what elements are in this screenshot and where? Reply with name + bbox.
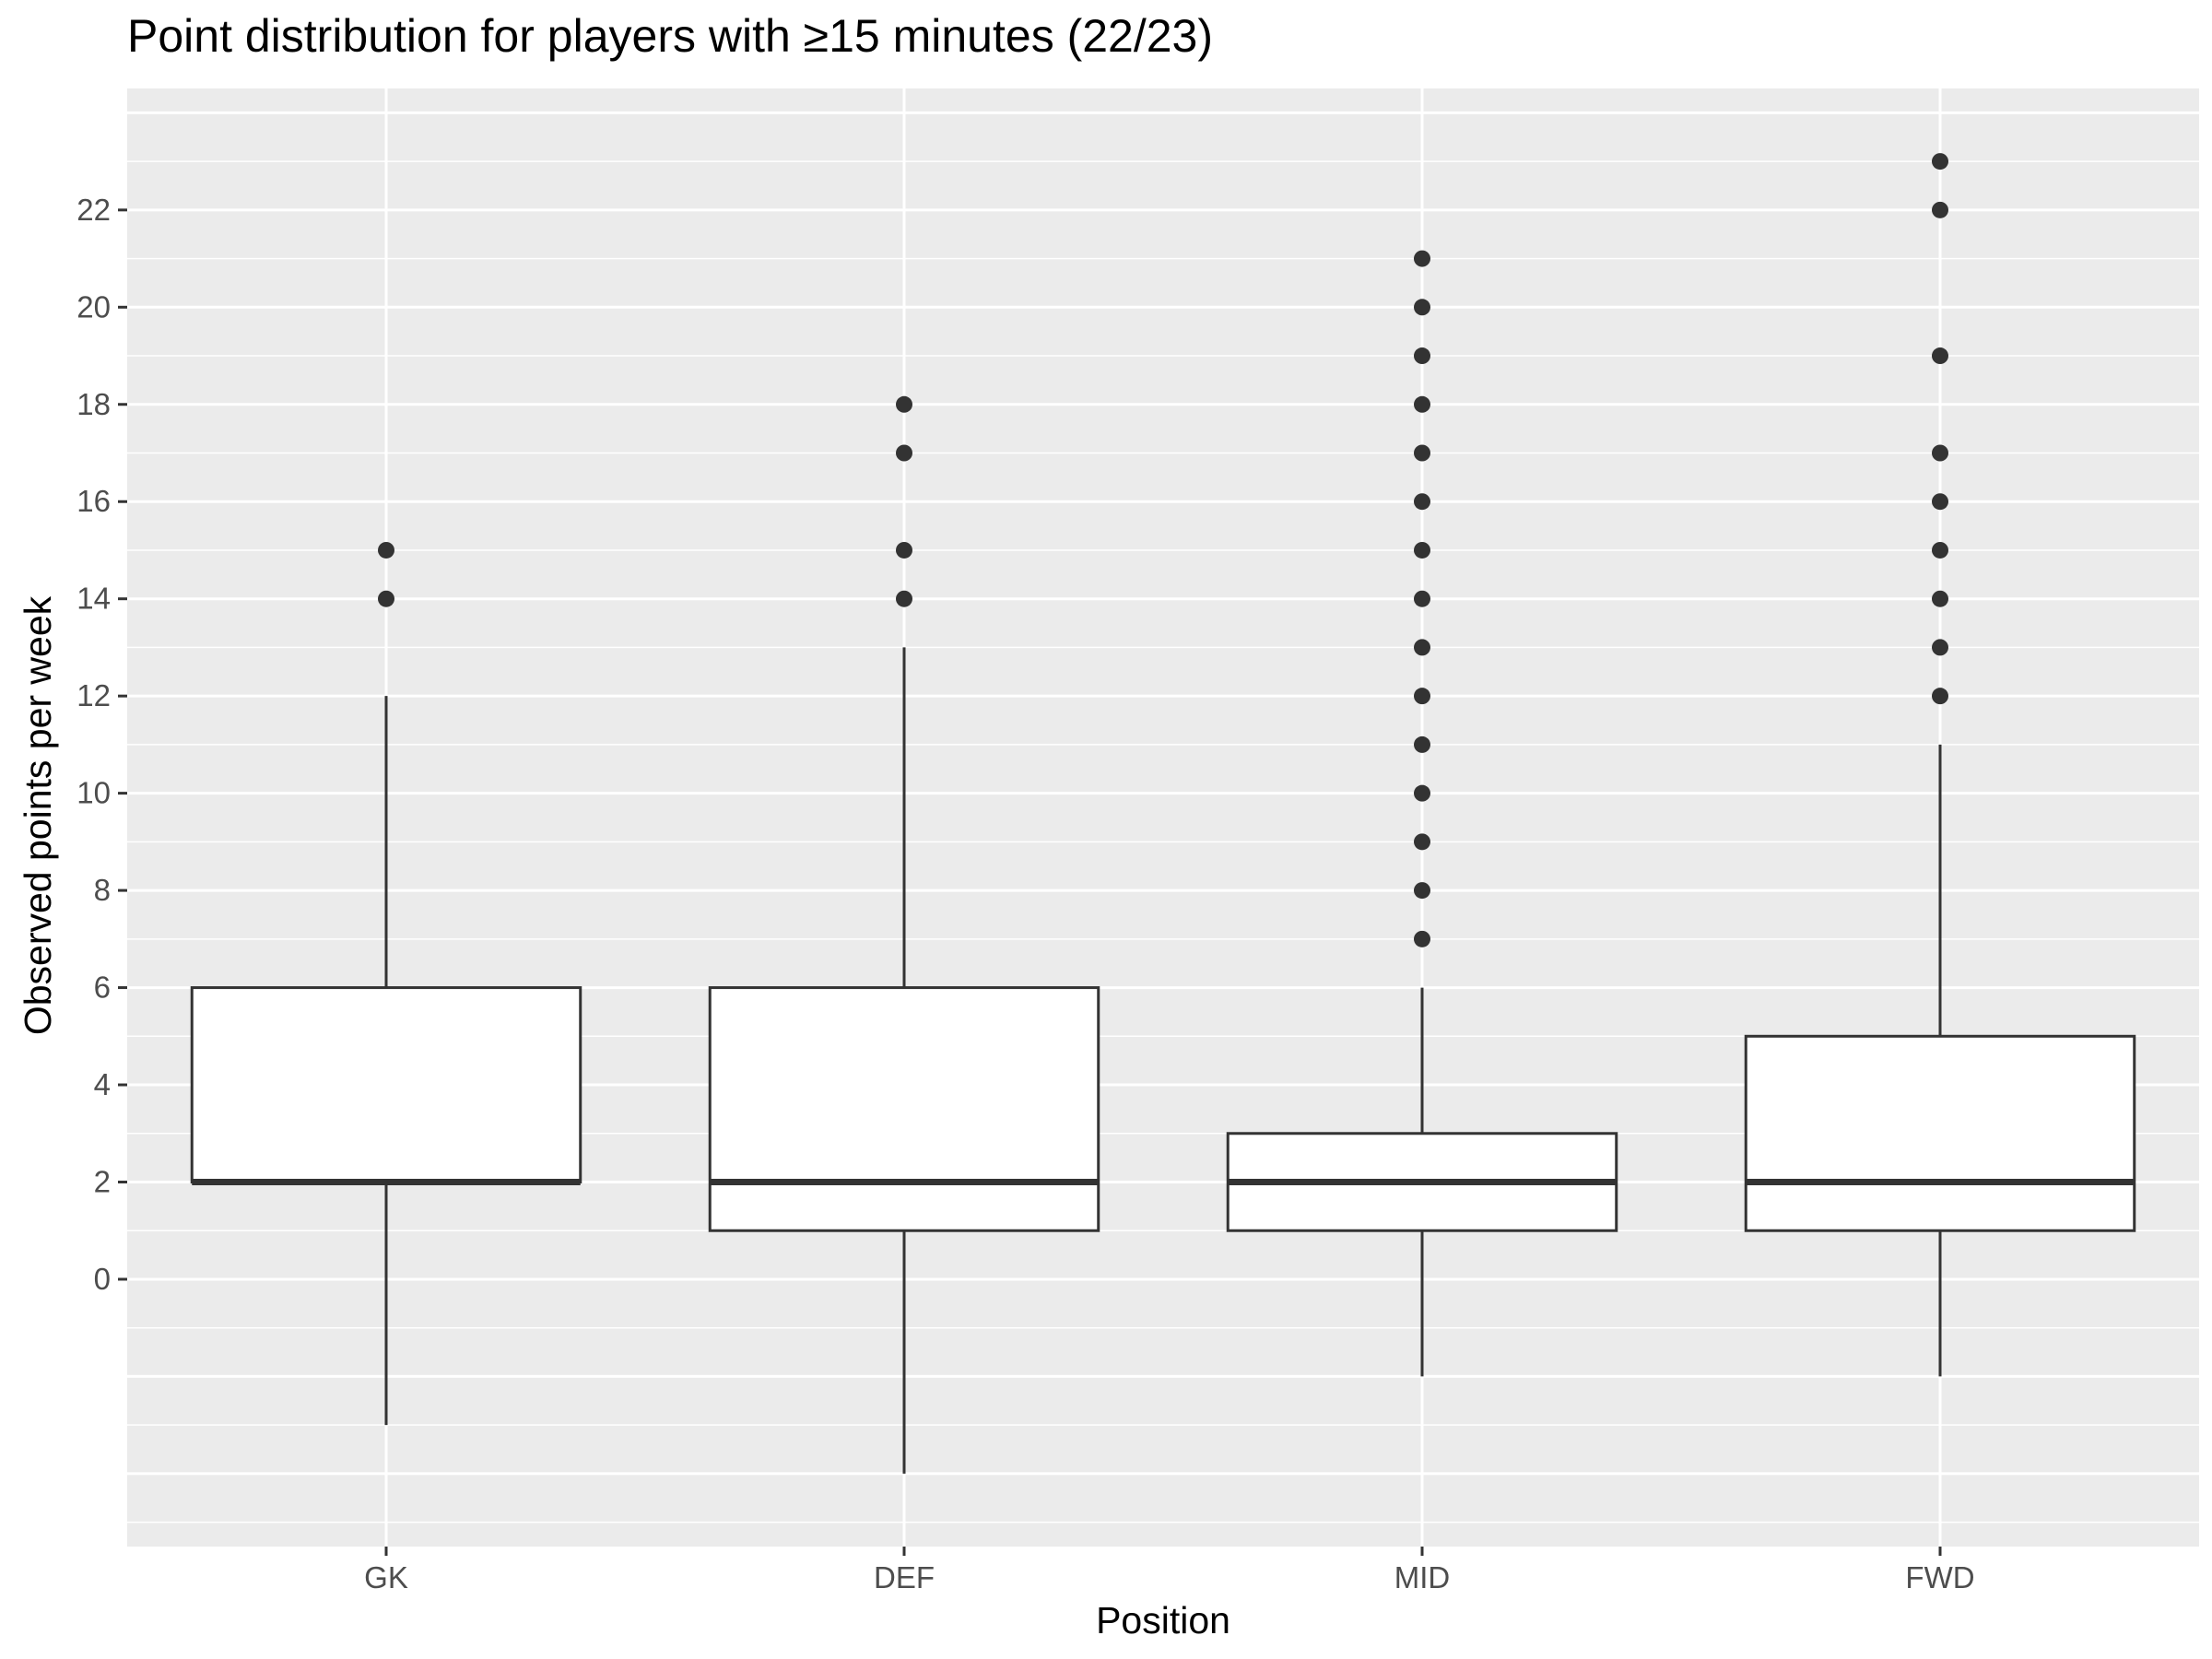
outlier-point (1932, 590, 1948, 607)
outlier-point (1932, 493, 1948, 511)
box-fwd (1744, 153, 2136, 1377)
box-def (708, 395, 1100, 1474)
outlier-point (1414, 639, 1430, 656)
outlier-point (1414, 784, 1430, 802)
outlier-point (1414, 493, 1430, 511)
outlier-point (1414, 395, 1430, 413)
outlier-point (1414, 541, 1430, 559)
outlier-point (896, 395, 912, 413)
plot-panel (127, 88, 2199, 1547)
outlier-point (1414, 688, 1430, 705)
x-tick-label: DEF (874, 1560, 935, 1594)
x-tick-label: GK (364, 1560, 408, 1594)
outlier-point (1932, 347, 1948, 365)
outlier-point (1414, 735, 1430, 753)
panel-background (127, 88, 2199, 1547)
y-tick-label: 16 (76, 484, 111, 518)
box-body (190, 986, 582, 1183)
outlier-point (1932, 201, 1948, 218)
y-tick-label: 14 (76, 582, 111, 616)
outlier-point (378, 541, 394, 559)
box-mid (1226, 250, 1618, 1377)
y-tick-label: 4 (94, 1067, 111, 1101)
outlier-point (896, 541, 912, 559)
outlier-point (1414, 250, 1430, 267)
y-tick-label: 2 (94, 1165, 111, 1199)
x-tick-label: MID (1394, 1560, 1451, 1594)
y-tick-label: 12 (76, 678, 111, 712)
outlier-point (1932, 444, 1948, 462)
outlier-point (1414, 299, 1430, 316)
chart-title: Point distribution for players with ≥15 … (127, 10, 1214, 62)
box-body (708, 986, 1100, 1232)
outlier-point (1414, 882, 1430, 900)
x-tick-label: FWD (1905, 1560, 1974, 1594)
outlier-point (1414, 833, 1430, 851)
outlier-point (1932, 639, 1948, 656)
y-tick-label: 22 (76, 193, 111, 227)
outlier-point (1932, 688, 1948, 705)
box-gk (190, 541, 582, 1426)
y-tick-label: 8 (94, 873, 111, 907)
y-tick-label: 20 (76, 289, 111, 324)
y-axis-title: Observed points per week (17, 595, 59, 1035)
y-tick-label: 6 (94, 971, 111, 1005)
outlier-point (896, 444, 912, 462)
outlier-point (1932, 153, 1948, 171)
outlier-point (1414, 347, 1430, 365)
outlier-point (1932, 541, 1948, 559)
outlier-point (1414, 444, 1430, 462)
y-tick-label: 10 (76, 776, 111, 810)
outlier-point (896, 590, 912, 607)
x-axis-title: Position (1096, 1599, 1230, 1641)
outlier-point (1414, 590, 1430, 607)
boxes (190, 153, 2136, 1474)
y-tick-label: 0 (94, 1262, 111, 1296)
outlier-point (378, 590, 394, 607)
y-tick-label: 18 (76, 387, 111, 421)
axes: 0 2 4 6 8 10 12 14 16 18 20 22 GK DEF MID FWD (76, 193, 1974, 1594)
box-body (1744, 1034, 2136, 1232)
outlier-point (1414, 930, 1430, 947)
